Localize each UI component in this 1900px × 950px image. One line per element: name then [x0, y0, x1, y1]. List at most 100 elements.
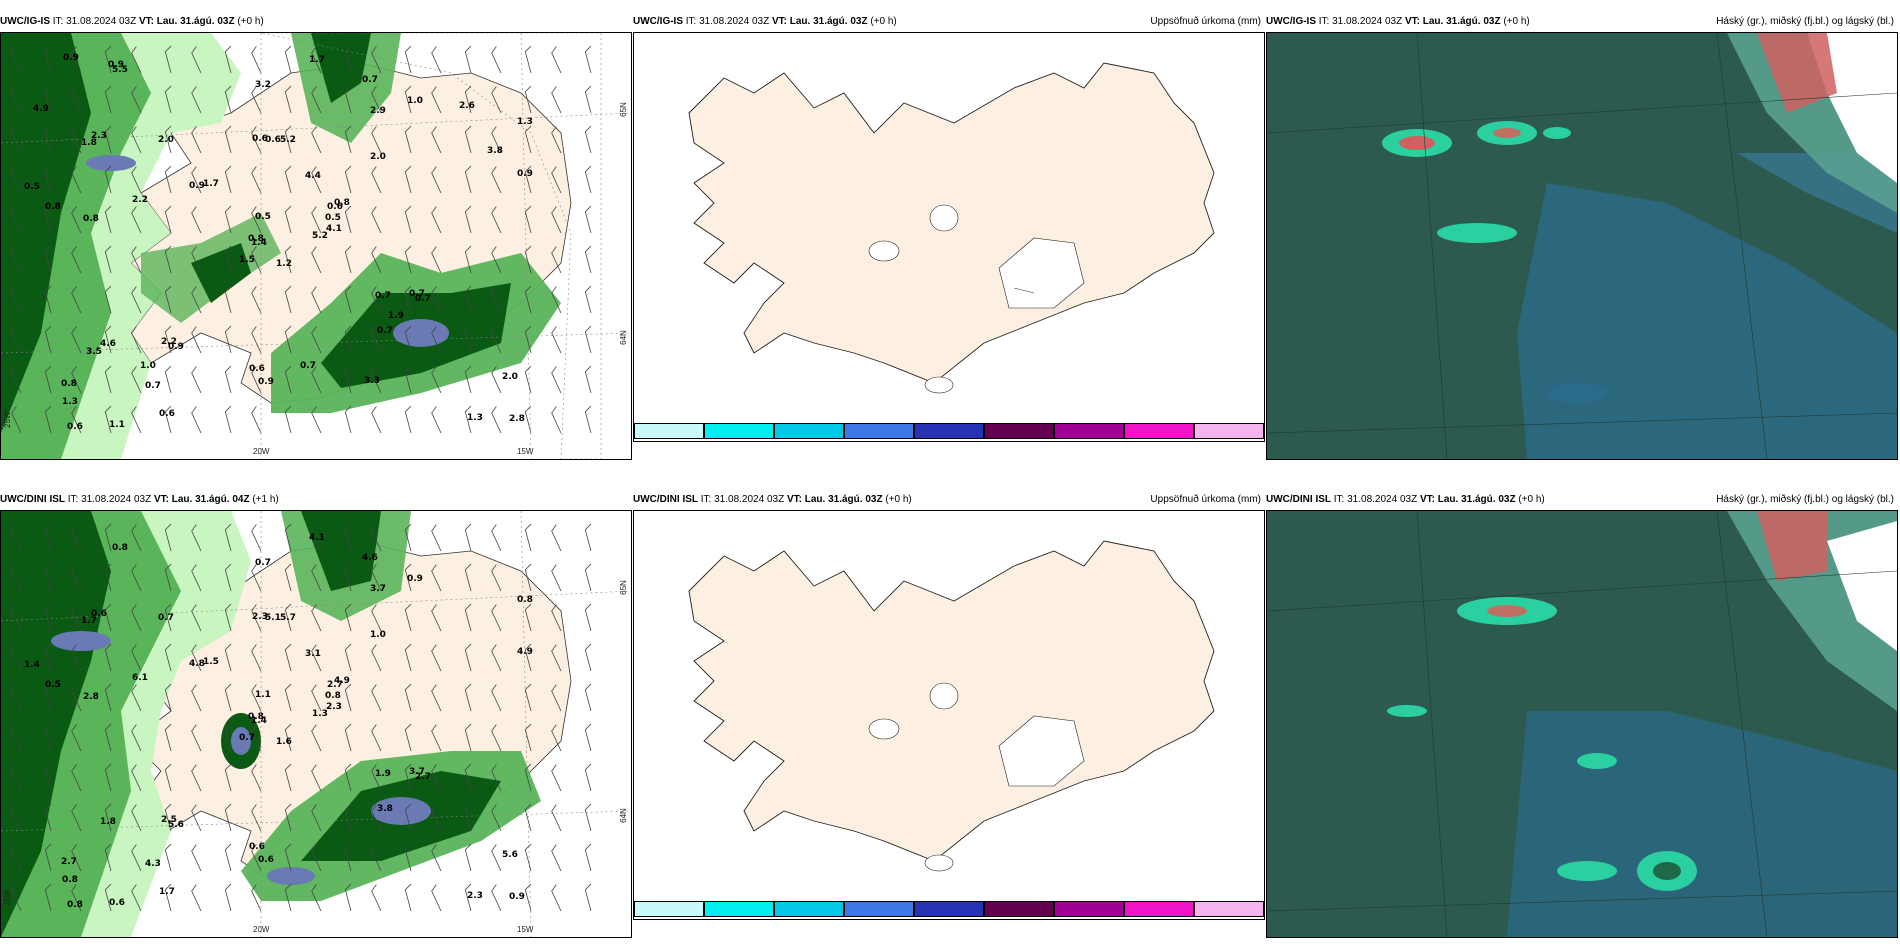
- wind-barb: [491, 326, 502, 354]
- precip-value: 1.7: [203, 179, 219, 189]
- precip-value: 1.0: [140, 361, 156, 371]
- wind-barb: [164, 523, 172, 552]
- panel-accum-dini: UWC/DINI ISL IT: 31.08.2024 03Z VT: Lau.…: [633, 490, 1265, 938]
- wind-barb: [371, 764, 382, 792]
- wind-barb: [104, 523, 112, 552]
- wind-barb: [251, 46, 262, 74]
- wind-barb: [131, 644, 142, 672]
- wind-barb: [431, 884, 442, 912]
- precip-value: 0.7: [300, 361, 316, 371]
- precip-value: 1.4: [24, 660, 40, 670]
- wind-barb: [224, 763, 232, 792]
- wind-barb: [491, 86, 502, 114]
- wind-barb: [191, 764, 202, 792]
- wind-barb: [551, 844, 562, 872]
- wind-barb: [104, 683, 112, 712]
- precip-map-svg: 1.6 1.7 1.4 2.7 2.7 5.6 4.6 5.7 3.7 1.3 0.8 0.9 2.8 0…: [1, 511, 631, 937]
- wind-barb: [464, 843, 472, 872]
- precip-value: 0.8: [112, 543, 128, 553]
- wind-barb: [524, 603, 532, 632]
- wind-barb: [584, 843, 592, 872]
- precip-value: 0.7: [158, 613, 174, 623]
- lat-label-64n: 64N: [618, 808, 628, 823]
- precip-value: 0.6: [159, 409, 175, 419]
- wind-barb: [251, 366, 262, 394]
- precip-value: 2.8: [83, 692, 99, 702]
- accum-map-svg: [688, 62, 1215, 394]
- precip-value: 1.7: [309, 55, 325, 65]
- colorbar-cell: [704, 901, 774, 917]
- wind-barb: [371, 724, 382, 752]
- wind-barb: [224, 603, 232, 632]
- wind-barb: [164, 205, 172, 234]
- wind-barb: [344, 285, 352, 314]
- wind-barb: [551, 406, 562, 434]
- wind-barb: [551, 86, 562, 114]
- wind-barb: [104, 125, 112, 154]
- wind-barb: [224, 245, 232, 274]
- wind-barb: [71, 126, 82, 154]
- wind-barb: [164, 325, 172, 354]
- wind-barb: [344, 763, 352, 792]
- wind-barb: [371, 86, 382, 114]
- wind-barb: [404, 563, 412, 592]
- wind-barb: [131, 126, 142, 154]
- precip-value: 4.9: [517, 647, 533, 657]
- wind-barb: [371, 684, 382, 712]
- wind-barb: [191, 644, 202, 672]
- wind-barb: [164, 45, 172, 74]
- wind-barb: [224, 85, 232, 114]
- colorbar-cell: [1124, 423, 1194, 439]
- wind-barb: [131, 884, 142, 912]
- colorbar: 1 10 25 50 75 100 150 200 400: [634, 901, 1264, 919]
- precip-value: 1.5: [239, 255, 255, 265]
- wind-barb: [131, 166, 142, 194]
- cloud-map: [1266, 510, 1898, 938]
- precip-value: 1.9: [388, 311, 404, 321]
- wind-barb: [131, 524, 142, 552]
- wind-barb: [344, 843, 352, 872]
- precip-value: 4.3: [145, 859, 161, 869]
- wind-barb: [71, 366, 82, 394]
- lat-label-64n: 64N: [618, 330, 628, 345]
- wind-barb: [431, 604, 442, 632]
- wind-barb: [11, 406, 22, 434]
- precip-value: 1.0: [370, 630, 386, 640]
- wind-barb: [431, 286, 442, 314]
- precip-value: 0.9: [63, 53, 79, 63]
- wind-barb: [191, 366, 202, 394]
- wind-barb: [251, 564, 262, 592]
- wind-barb: [104, 803, 112, 832]
- wind-barb: [224, 165, 232, 194]
- wind-barb: [491, 524, 502, 552]
- colorbar-cell: [1194, 901, 1264, 917]
- wind-barb: [464, 803, 472, 832]
- colorbar-cell: [774, 423, 844, 439]
- panel-precip-dini: UWC/DINI ISL IT: 31.08.2024 03Z VT: Lau.…: [0, 490, 632, 938]
- colorbar-label: 10: [706, 919, 715, 920]
- wind-barb: [104, 883, 112, 912]
- wind-barb: [584, 285, 592, 314]
- wind-barb: [464, 763, 472, 792]
- wind-barb: [311, 86, 322, 114]
- colorbar-cell: [1194, 423, 1264, 439]
- wind-barb: [464, 205, 472, 234]
- wind-barb: [584, 365, 592, 394]
- colorbar-cell: [1124, 901, 1194, 917]
- wind-barb: [584, 723, 592, 752]
- precip-value: 1.6: [276, 737, 292, 747]
- wind-barb: [464, 563, 472, 592]
- panel-title: UWC/DINI ISL IT: 31.08.2024 03Z VT: Lau.…: [1266, 490, 1898, 510]
- wind-barb: [344, 563, 352, 592]
- colorbar-label: 10: [706, 441, 715, 442]
- wind-barb: [191, 286, 202, 314]
- precip-value: 0.6: [91, 609, 107, 619]
- wind-barb: [131, 844, 142, 872]
- colorbar-label: 150: [1056, 441, 1069, 442]
- wind-barb: [551, 804, 562, 832]
- precip-map-svg: 1.21.81.40.80.60.90.75.22.95.25.52.80.81…: [1, 33, 631, 459]
- precip-value: 3.7: [370, 584, 386, 594]
- wind-barb: [71, 326, 82, 354]
- panel-subtitle: Uppsöfnuð úrkoma (mm): [1150, 16, 1261, 27]
- wind-barb: [11, 46, 22, 74]
